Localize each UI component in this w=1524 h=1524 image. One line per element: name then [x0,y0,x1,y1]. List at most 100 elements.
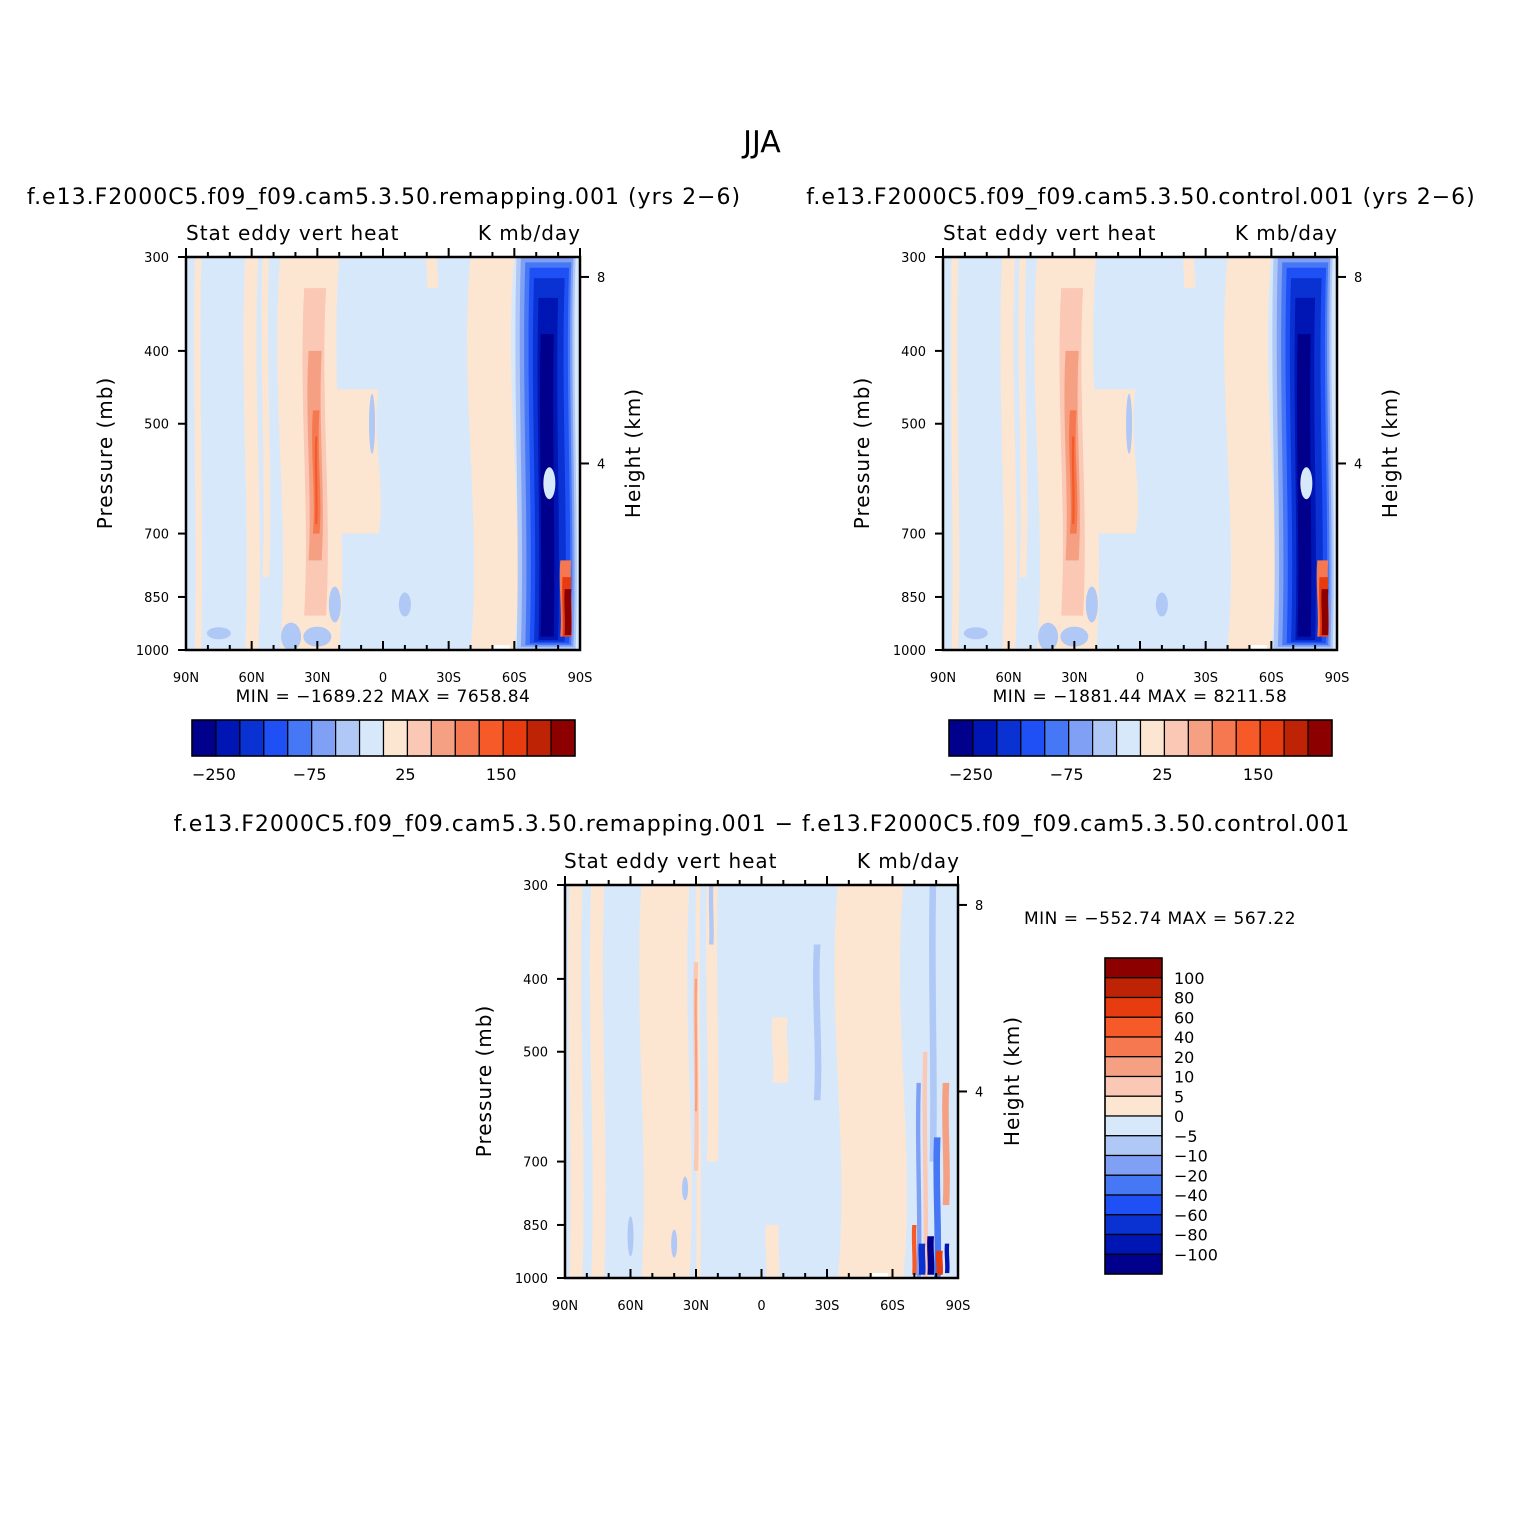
negative-speckle [627,1216,634,1257]
x-tick-label: 30N [304,671,330,686]
colorbar-box [1104,1233,1163,1255]
y-axis-label: Pressure (mb) [850,377,874,530]
y2-axis-label: Height (km) [621,388,645,518]
colorbar-box [382,719,409,757]
x-tick-label: 30N [1061,671,1087,686]
negative-speckle [671,1229,678,1258]
colorbar-label: 60 [1174,1008,1194,1027]
colorbar-box [335,719,361,757]
x-tick-label: 60N [996,671,1022,686]
colorbar-label: −100 [1174,1245,1218,1264]
negative-speckle [1126,393,1133,454]
colorbar-box [430,719,456,757]
x-tick-label: 90S [568,671,593,686]
colorbar-label: −75 [293,765,327,784]
y-tick-label: 500 [144,418,169,433]
x-tick-label: 30N [683,1299,709,1314]
colorbar-box [1104,977,1163,999]
panel-remapping: f.e13.F2000C5.f09_f09.cam5.3.50.remappin… [27,185,740,784]
colorbar-label: 150 [486,765,517,784]
contour-field [186,257,580,650]
colorbar-box [1104,1194,1163,1216]
colorbar-box [1104,1253,1163,1275]
missing-data [1249,645,1267,650]
x-tick-label: 30S [815,1299,840,1314]
colorbar-box [1104,1115,1163,1137]
positive-streak [911,1224,917,1275]
positive-core [694,978,698,1112]
x-tick-label: 90S [946,1299,971,1314]
missing-data [492,645,510,650]
positive-band [765,1224,780,1278]
y-tick-label: 500 [523,1046,548,1061]
case-title: f.e13.F2000C5.f09_f09.cam5.3.50.remappin… [174,812,1351,837]
y-tick-label: 400 [144,345,169,360]
positive-band [261,257,271,578]
y-axis-label: Pressure (mb) [93,377,117,530]
colorbar-box [1104,1135,1163,1157]
y2-axis-label: Height (km) [1378,388,1402,518]
colorbar-box [1020,719,1046,757]
colorbar-box [1104,1214,1163,1236]
colorbar: −250 −75 25 150 [948,719,1333,784]
left-label: Stat eddy vert heat [186,221,400,245]
colorbar-box [1307,719,1333,757]
colorbar-label: 150 [1243,765,1274,784]
x-tick-label: 60S [502,671,527,686]
colorbar-label: −250 [949,765,993,784]
colorbar-label: 10 [1174,1068,1194,1087]
right-label: K mb/day [857,849,960,873]
colorbar-label: 80 [1174,989,1194,1008]
colorbar-box [1104,1154,1163,1176]
negative-speckle [1155,592,1168,617]
positive-band [834,885,907,1278]
negative-speckle [281,622,302,650]
positive-streak [935,1250,944,1275]
negative-speckle [1038,622,1059,650]
negative-speckle [963,627,988,640]
y2-tick-label: 8 [597,271,605,286]
negative-streak [944,1243,950,1274]
axes: 90N 60N 30N 0 30S 60S 90S 300 400 500 700 850 1000 8 4 [136,248,605,686]
y-tick-label: 300 [523,879,548,894]
min-max: MIN = −552.74 MAX = 567.22 [1024,909,1296,929]
y2-tick-label: 4 [597,457,605,472]
colorbar-label: −75 [1050,765,1084,784]
colorbar-label: −80 [1174,1226,1208,1245]
colorbar-box [1104,1174,1163,1196]
y-tick-label: 400 [901,345,926,360]
x-tick-label: 90N [552,1299,578,1314]
colorbar-box [239,719,265,757]
y-tick-label: 850 [523,1219,548,1234]
negative-speckle [328,586,341,623]
positive-band [1018,257,1028,578]
right-label: K mb/day [478,221,581,245]
colorbar-box [1104,1036,1163,1058]
colorbar-box [1104,1056,1163,1078]
y-tick-label: 1000 [893,644,926,659]
negative-streak [813,944,822,1101]
y-tick-label: 850 [144,591,169,606]
missing-data [870,1273,889,1278]
colorbar-box [1044,719,1070,757]
colorbar-label: 40 [1174,1028,1194,1047]
colorbar-box [1104,996,1163,1018]
positive-band [1183,257,1196,289]
negative-streak [929,885,937,1162]
contour-field [943,257,1337,650]
positive-core [1071,436,1075,525]
y-tick-label: 1000 [136,644,169,659]
left-label: Stat eddy vert heat [564,849,778,873]
positive-streak [922,1051,929,1278]
colorbar-box [215,719,241,757]
contour-field [565,885,958,1278]
positive-streak [942,1082,950,1206]
x-tick-label: 60S [880,1299,905,1314]
colorbar-box [1259,719,1285,757]
x-tick-label: 0 [1136,671,1144,686]
positive-core [314,436,318,525]
colorbar-box [478,719,504,757]
colorbar-box [1068,719,1094,757]
